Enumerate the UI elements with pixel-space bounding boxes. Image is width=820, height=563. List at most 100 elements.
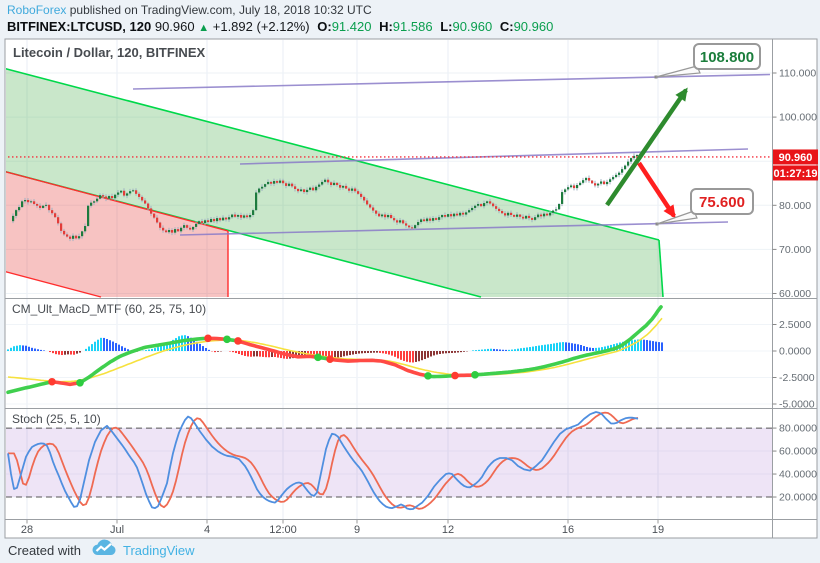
candle-body bbox=[318, 184, 321, 187]
stoch-band bbox=[6, 428, 772, 498]
candle-body bbox=[606, 181, 609, 185]
candle-body bbox=[441, 215, 444, 218]
hist-bar bbox=[277, 351, 279, 358]
hist-bar bbox=[295, 351, 297, 358]
symbol-name: BITFINEX:LTCUSD, 120 bbox=[7, 19, 152, 34]
header: RoboForex published on TradingView.com, … bbox=[0, 0, 820, 38]
hist-bar bbox=[487, 348, 489, 351]
hist-bar bbox=[313, 351, 315, 357]
candle-body bbox=[21, 201, 24, 208]
hist-bar bbox=[520, 348, 522, 351]
candle-body bbox=[78, 236, 81, 239]
candle-body bbox=[603, 181, 606, 185]
hist-bar bbox=[652, 341, 654, 351]
candle-body bbox=[609, 179, 612, 182]
hist-bar bbox=[580, 344, 582, 351]
hist-bar bbox=[418, 351, 420, 362]
hist-bar bbox=[589, 347, 591, 351]
candle-body bbox=[561, 192, 564, 204]
hist-bar bbox=[193, 339, 195, 351]
candle-body bbox=[507, 212, 510, 216]
countdown-badge-bg bbox=[773, 165, 818, 181]
candle-body bbox=[18, 207, 21, 211]
hist-bar bbox=[337, 351, 339, 358]
time-axis[interactable]: 28 Jul 4 12:00 9 12 16 19 bbox=[21, 520, 664, 536]
candle-body bbox=[123, 190, 126, 196]
candle-body bbox=[87, 205, 90, 227]
hist-bar bbox=[430, 351, 432, 357]
candle-body bbox=[252, 210, 255, 216]
hist-bar bbox=[262, 351, 264, 357]
red-channel-border bbox=[6, 271, 102, 298]
red-channel-fill bbox=[6, 171, 228, 297]
hist-bar bbox=[172, 339, 174, 351]
hist-bar bbox=[655, 341, 657, 351]
candle-body bbox=[450, 214, 453, 217]
hist-bar bbox=[661, 342, 663, 351]
candle-body bbox=[363, 196, 366, 201]
candle-body bbox=[237, 215, 240, 217]
bearish-arrow bbox=[637, 161, 676, 219]
hist-bar bbox=[232, 351, 234, 353]
hist-bar bbox=[631, 340, 633, 351]
candle-body bbox=[153, 213, 156, 218]
candle-body bbox=[618, 172, 621, 175]
macd-line-segment bbox=[328, 357, 428, 378]
macd-pane[interactable] bbox=[6, 305, 663, 395]
candle-body bbox=[36, 203, 39, 206]
tradingview-link[interactable]: TradingView bbox=[122, 543, 195, 558]
hist-bar bbox=[370, 351, 372, 353]
hist-bar bbox=[205, 347, 207, 351]
candle-body bbox=[360, 193, 363, 197]
hist-bar bbox=[478, 349, 480, 351]
roboforex-link[interactable]: RoboForex bbox=[7, 3, 67, 17]
candle-body bbox=[600, 181, 603, 184]
hist-bar bbox=[421, 351, 423, 361]
hist-bar bbox=[394, 351, 396, 357]
candle-body bbox=[465, 212, 468, 215]
candle-body bbox=[402, 220, 405, 224]
candle-body bbox=[426, 218, 429, 222]
candle-body bbox=[12, 215, 15, 222]
candle-body bbox=[156, 217, 159, 223]
candle-body bbox=[33, 201, 36, 204]
trendline[interactable] bbox=[239, 148, 749, 165]
footer: Created with TradingView bbox=[0, 538, 820, 563]
axis-label: 80.000 bbox=[779, 200, 811, 212]
price-axis[interactable]: 110.000 100.000 80.000 70.000 60.000 2.5000 0.… bbox=[772, 68, 818, 504]
hist-bar bbox=[538, 345, 540, 351]
hist-bar bbox=[145, 350, 147, 351]
candle-body bbox=[345, 185, 348, 189]
macd-cross-dot bbox=[223, 335, 231, 344]
candle-body bbox=[249, 215, 252, 218]
hist-bar bbox=[160, 346, 162, 351]
hist-bar bbox=[7, 349, 9, 351]
stoch-pane[interactable] bbox=[6, 411, 772, 511]
candle-body bbox=[183, 225, 186, 228]
hist-bar bbox=[184, 335, 186, 351]
candle-body bbox=[300, 189, 303, 192]
candle-body bbox=[117, 192, 120, 195]
candle-body bbox=[105, 196, 108, 199]
macd-line-segment bbox=[236, 339, 318, 359]
candle-body bbox=[132, 190, 135, 192]
trendline[interactable] bbox=[179, 221, 729, 236]
candle-body bbox=[102, 195, 105, 197]
trendline[interactable] bbox=[132, 73, 771, 90]
hist-bar bbox=[505, 349, 507, 351]
candlestick-series bbox=[12, 152, 642, 242]
candle-body bbox=[456, 213, 459, 216]
hist-bar bbox=[91, 344, 93, 351]
candle-body bbox=[621, 169, 624, 173]
hist-bar bbox=[646, 340, 648, 351]
price-pane[interactable]: 108.800 75.600 bbox=[3, 43, 771, 298]
hist-bar bbox=[568, 342, 570, 351]
time-label: 12:00 bbox=[269, 524, 297, 536]
hist-bar bbox=[586, 346, 588, 351]
stoch-k-line bbox=[7, 411, 639, 511]
macd-cross-dot bbox=[451, 371, 459, 380]
candle-body bbox=[579, 182, 582, 186]
red-channel-border bbox=[6, 171, 229, 232]
candle-body bbox=[492, 203, 495, 207]
